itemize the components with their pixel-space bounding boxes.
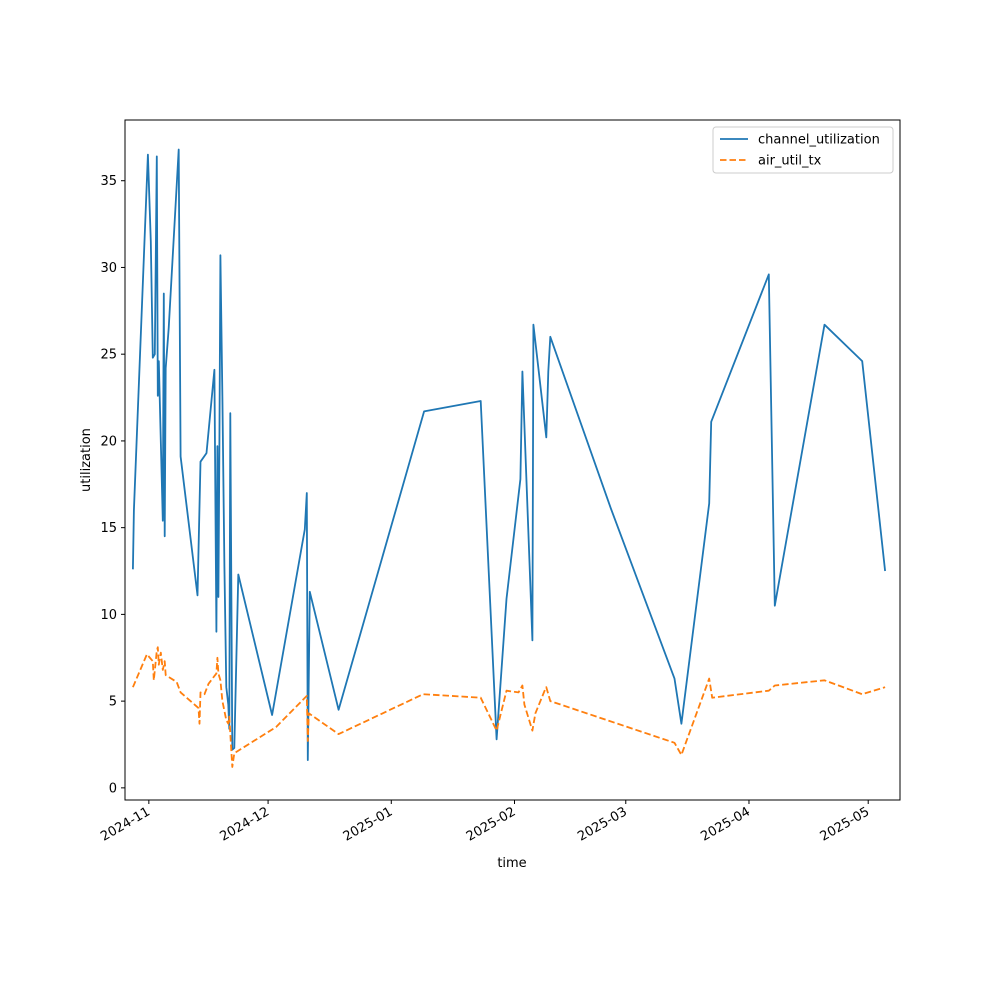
y-tick-label: 25 (100, 348, 117, 363)
legend-label-air-util-tx: air_util_tx (758, 154, 822, 169)
y-tick-label: 30 (100, 261, 117, 276)
series-layer (132, 148, 886, 768)
y-axis-label: utilization (79, 428, 94, 492)
y-tick-label: 35 (100, 174, 117, 189)
plot-area-frame (124, 119, 901, 801)
y-axis: 0 5 10 15 20 25 30 35 (100, 174, 125, 796)
y-tick-label: 15 (100, 521, 117, 536)
legend: channel_utilization air_util_tx (712, 126, 894, 174)
y-tick-label: 10 (100, 608, 117, 623)
legend-label-channel-utilization: channel_utilization (758, 133, 880, 148)
series-line-channel-utilization (132, 148, 886, 761)
y-tick-label: 20 (100, 434, 117, 449)
legend-box (712, 126, 894, 174)
x-axis-label: time (497, 856, 526, 871)
series-line-air-util-tx (132, 646, 886, 768)
y-tick-label: 5 (109, 695, 117, 710)
y-tick-label: 0 (109, 781, 117, 796)
